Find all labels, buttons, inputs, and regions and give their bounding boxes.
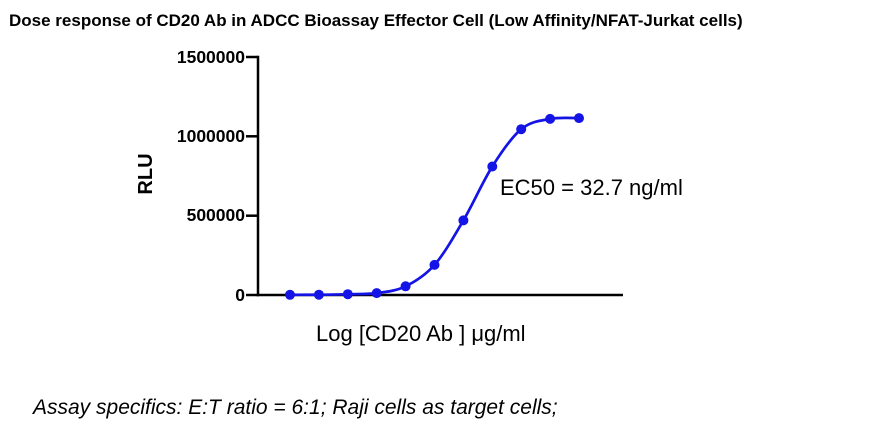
data-point-10 <box>545 113 556 124</box>
data-point-2 <box>313 289 324 300</box>
x-axis-title: Log [CD20 Ab ] μg/ml <box>316 321 526 346</box>
data-point-3 <box>342 289 353 300</box>
data-point-5 <box>400 281 411 292</box>
data-point-6 <box>429 259 440 270</box>
data-point-7 <box>458 215 469 226</box>
y-tick-label-1500000: 1500000 <box>176 47 245 67</box>
y-tick-label-500000: 500000 <box>186 205 245 225</box>
data-point-9 <box>516 124 527 135</box>
chart-title: Dose response of CD20 Ab in ADCC Bioassa… <box>9 11 743 30</box>
data-point-11 <box>574 113 584 124</box>
y-axis-title: RLU <box>135 153 157 195</box>
y-tick-label-0: 0 <box>235 285 245 305</box>
series-cd20-dose-response <box>285 113 584 300</box>
data-point-1 <box>285 289 295 300</box>
assay-footnote: Assay specifics: E:T ratio = 6:1; Raji c… <box>33 396 558 419</box>
ec50-annotation: EC50 = 32.7 ng/ml <box>500 175 683 200</box>
y-tick-label-1000000: 1000000 <box>176 126 245 146</box>
data-point-4 <box>371 288 382 299</box>
data-point-8 <box>487 161 498 172</box>
